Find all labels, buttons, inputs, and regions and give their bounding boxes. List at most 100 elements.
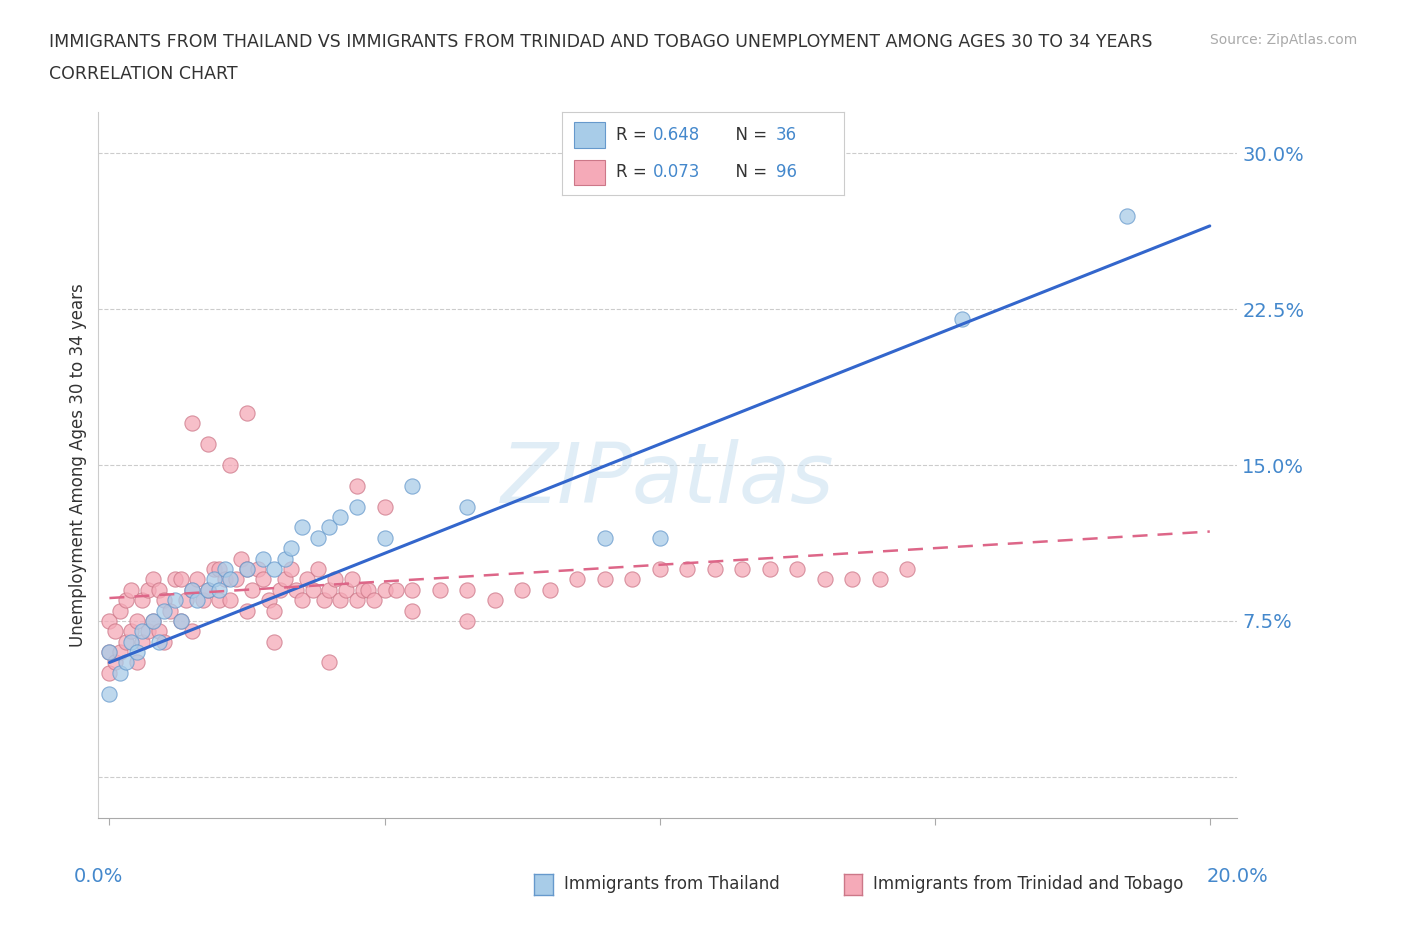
Point bbox=[98, 666, 121, 681]
Point bbox=[950, 312, 973, 327]
Point bbox=[214, 562, 236, 577]
Point bbox=[318, 582, 340, 597]
Point bbox=[236, 562, 259, 577]
Point bbox=[142, 614, 165, 629]
FancyBboxPatch shape bbox=[574, 160, 605, 185]
Point bbox=[181, 624, 204, 639]
Point bbox=[869, 572, 891, 587]
Point bbox=[758, 562, 780, 577]
Text: Immigrants from Thailand: Immigrants from Thailand bbox=[564, 875, 779, 894]
Text: 96: 96 bbox=[776, 163, 797, 180]
Point bbox=[401, 478, 423, 493]
Point bbox=[115, 655, 138, 670]
Point bbox=[896, 562, 918, 577]
Point bbox=[197, 437, 219, 452]
Point bbox=[274, 572, 297, 587]
Point bbox=[181, 582, 204, 597]
Point bbox=[297, 572, 319, 587]
Text: 0.0%: 0.0% bbox=[73, 867, 124, 885]
Point bbox=[125, 655, 148, 670]
Point bbox=[252, 551, 274, 566]
Point bbox=[280, 562, 302, 577]
Point bbox=[110, 644, 132, 659]
Text: Source: ZipAtlas.com: Source: ZipAtlas.com bbox=[1209, 33, 1357, 46]
Point bbox=[429, 582, 451, 597]
Point bbox=[197, 582, 219, 597]
Point bbox=[142, 614, 165, 629]
Point bbox=[308, 562, 330, 577]
Point bbox=[125, 614, 148, 629]
Point bbox=[181, 416, 204, 431]
Point bbox=[340, 572, 363, 587]
Point bbox=[136, 582, 159, 597]
Point bbox=[170, 614, 193, 629]
Point bbox=[242, 582, 264, 597]
Point bbox=[291, 520, 314, 535]
Point bbox=[148, 582, 170, 597]
Point bbox=[280, 540, 302, 555]
Text: ZIPatlas: ZIPatlas bbox=[501, 439, 835, 520]
Text: IMMIGRANTS FROM THAILAND VS IMMIGRANTS FROM TRINIDAD AND TOBAGO UNEMPLOYMENT AMO: IMMIGRANTS FROM THAILAND VS IMMIGRANTS F… bbox=[49, 33, 1153, 50]
Point bbox=[142, 572, 165, 587]
Point bbox=[98, 644, 121, 659]
Point bbox=[98, 686, 121, 701]
Point bbox=[153, 634, 176, 649]
Point bbox=[219, 592, 242, 607]
Point bbox=[648, 562, 671, 577]
Point bbox=[538, 582, 561, 597]
Point bbox=[357, 582, 380, 597]
Point bbox=[110, 603, 132, 618]
Point bbox=[186, 572, 208, 587]
Point bbox=[176, 592, 198, 607]
Point bbox=[98, 644, 121, 659]
FancyBboxPatch shape bbox=[574, 123, 605, 148]
Point bbox=[153, 592, 176, 607]
Text: R =: R = bbox=[616, 163, 652, 180]
Point bbox=[401, 603, 423, 618]
Point bbox=[181, 582, 204, 597]
Point bbox=[703, 562, 725, 577]
Point bbox=[285, 582, 308, 597]
Text: N =: N = bbox=[725, 126, 773, 144]
Point bbox=[291, 592, 314, 607]
Point bbox=[456, 582, 478, 597]
Point bbox=[401, 582, 423, 597]
Point bbox=[565, 572, 588, 587]
Point bbox=[676, 562, 699, 577]
Point bbox=[274, 551, 297, 566]
Point bbox=[115, 592, 138, 607]
Point bbox=[312, 592, 335, 607]
Point bbox=[120, 624, 142, 639]
Text: R =: R = bbox=[616, 126, 652, 144]
Point bbox=[131, 634, 153, 649]
Point bbox=[236, 603, 259, 618]
Point bbox=[197, 582, 219, 597]
Point bbox=[346, 478, 368, 493]
Point bbox=[159, 603, 181, 618]
Text: 0.648: 0.648 bbox=[652, 126, 700, 144]
Point bbox=[98, 614, 121, 629]
Point bbox=[104, 655, 127, 670]
Point bbox=[120, 634, 142, 649]
Point bbox=[323, 572, 346, 587]
Text: N =: N = bbox=[725, 163, 773, 180]
Point bbox=[346, 592, 368, 607]
Point bbox=[263, 634, 285, 649]
Y-axis label: Unemployment Among Ages 30 to 34 years: Unemployment Among Ages 30 to 34 years bbox=[69, 283, 87, 647]
Point bbox=[136, 624, 159, 639]
Point bbox=[1116, 208, 1139, 223]
Point bbox=[165, 572, 187, 587]
Text: 20.0%: 20.0% bbox=[1206, 867, 1268, 885]
Point bbox=[231, 551, 253, 566]
Point bbox=[148, 624, 170, 639]
Point bbox=[131, 624, 153, 639]
Point bbox=[257, 592, 280, 607]
Point bbox=[104, 624, 127, 639]
Point bbox=[236, 405, 259, 420]
Point bbox=[384, 582, 406, 597]
Point bbox=[456, 614, 478, 629]
Text: CORRELATION CHART: CORRELATION CHART bbox=[49, 65, 238, 83]
Point bbox=[125, 644, 148, 659]
Point bbox=[225, 572, 247, 587]
Point bbox=[373, 499, 395, 514]
